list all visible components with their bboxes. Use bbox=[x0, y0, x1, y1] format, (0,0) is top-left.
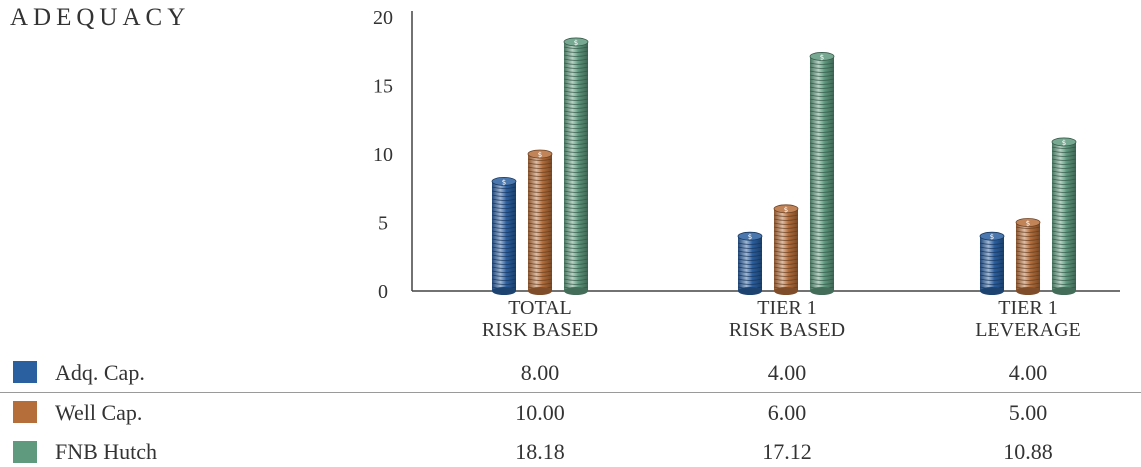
data-label: 8.00 bbox=[520, 360, 560, 385]
data-label: 18.18 bbox=[515, 439, 565, 464]
data-label: 4.00 bbox=[1008, 360, 1048, 385]
y-tick-label: 5 bbox=[378, 213, 388, 235]
table-row-well-cap: Well Cap. 10.00 6.00 5.00 bbox=[0, 394, 1141, 430]
category-label-tier1-leverage: TIER 1 LEVERAGE bbox=[975, 297, 1081, 341]
y-tick-label: 15 bbox=[373, 76, 393, 98]
bar-well-cap--1: $ bbox=[773, 204, 799, 295]
bar-adq-cap--0: $ bbox=[491, 176, 517, 295]
data-label: 10.88 bbox=[1003, 439, 1053, 464]
category-label-tier1-risk-based: TIER 1 RISK BASED bbox=[728, 297, 846, 341]
svg-text:$: $ bbox=[1062, 139, 1066, 147]
data-label: 4.00 bbox=[767, 360, 807, 385]
y-tick-label: 20 bbox=[373, 7, 393, 29]
data-label: 10.00 bbox=[515, 400, 565, 425]
table-divider bbox=[0, 392, 1141, 393]
data-label: 6.00 bbox=[767, 400, 807, 425]
svg-text:$: $ bbox=[820, 53, 824, 61]
adq-cap-swatch bbox=[13, 361, 37, 383]
svg-text:$: $ bbox=[748, 233, 752, 241]
svg-text:$: $ bbox=[990, 233, 994, 241]
svg-text:$: $ bbox=[502, 178, 506, 186]
data-label: 5.00 bbox=[1008, 400, 1048, 425]
table-row-adq-cap: Adq. Cap. 8.00 4.00 4.00 bbox=[0, 356, 1141, 392]
svg-text:$: $ bbox=[538, 151, 542, 159]
well-cap-swatch bbox=[13, 401, 37, 423]
data-label: 17.12 bbox=[762, 439, 812, 464]
y-tick-label: 0 bbox=[378, 281, 388, 303]
row-label: Adq. Cap. bbox=[55, 360, 145, 385]
bar-fnb-hutch-0: $ bbox=[563, 37, 589, 295]
chart-title: ADEQUACY bbox=[10, 4, 191, 31]
bar-well-cap--0: $ bbox=[527, 149, 553, 295]
svg-text:$: $ bbox=[784, 206, 788, 214]
fnb-hutch-swatch bbox=[13, 441, 37, 463]
y-tick-label: 10 bbox=[373, 144, 393, 166]
svg-text:$: $ bbox=[1026, 220, 1030, 228]
table-row-fnb-hutch: FNB Hutch 18.18 17.12 10.88 bbox=[0, 431, 1141, 467]
row-label: Well Cap. bbox=[55, 400, 143, 425]
bar-fnb-hutch-2: $ bbox=[1051, 137, 1077, 295]
category-label-total-risk-based: TOTAL RISK BASED bbox=[481, 297, 599, 341]
svg-text:$: $ bbox=[574, 39, 578, 47]
bar-well-cap--2: $ bbox=[1015, 218, 1041, 295]
row-label: FNB Hutch bbox=[55, 439, 158, 464]
bar-fnb-hutch-1: $ bbox=[809, 52, 835, 295]
bar-adq-cap--1: $ bbox=[737, 231, 763, 295]
bar-adq-cap--2: $ bbox=[979, 231, 1005, 295]
